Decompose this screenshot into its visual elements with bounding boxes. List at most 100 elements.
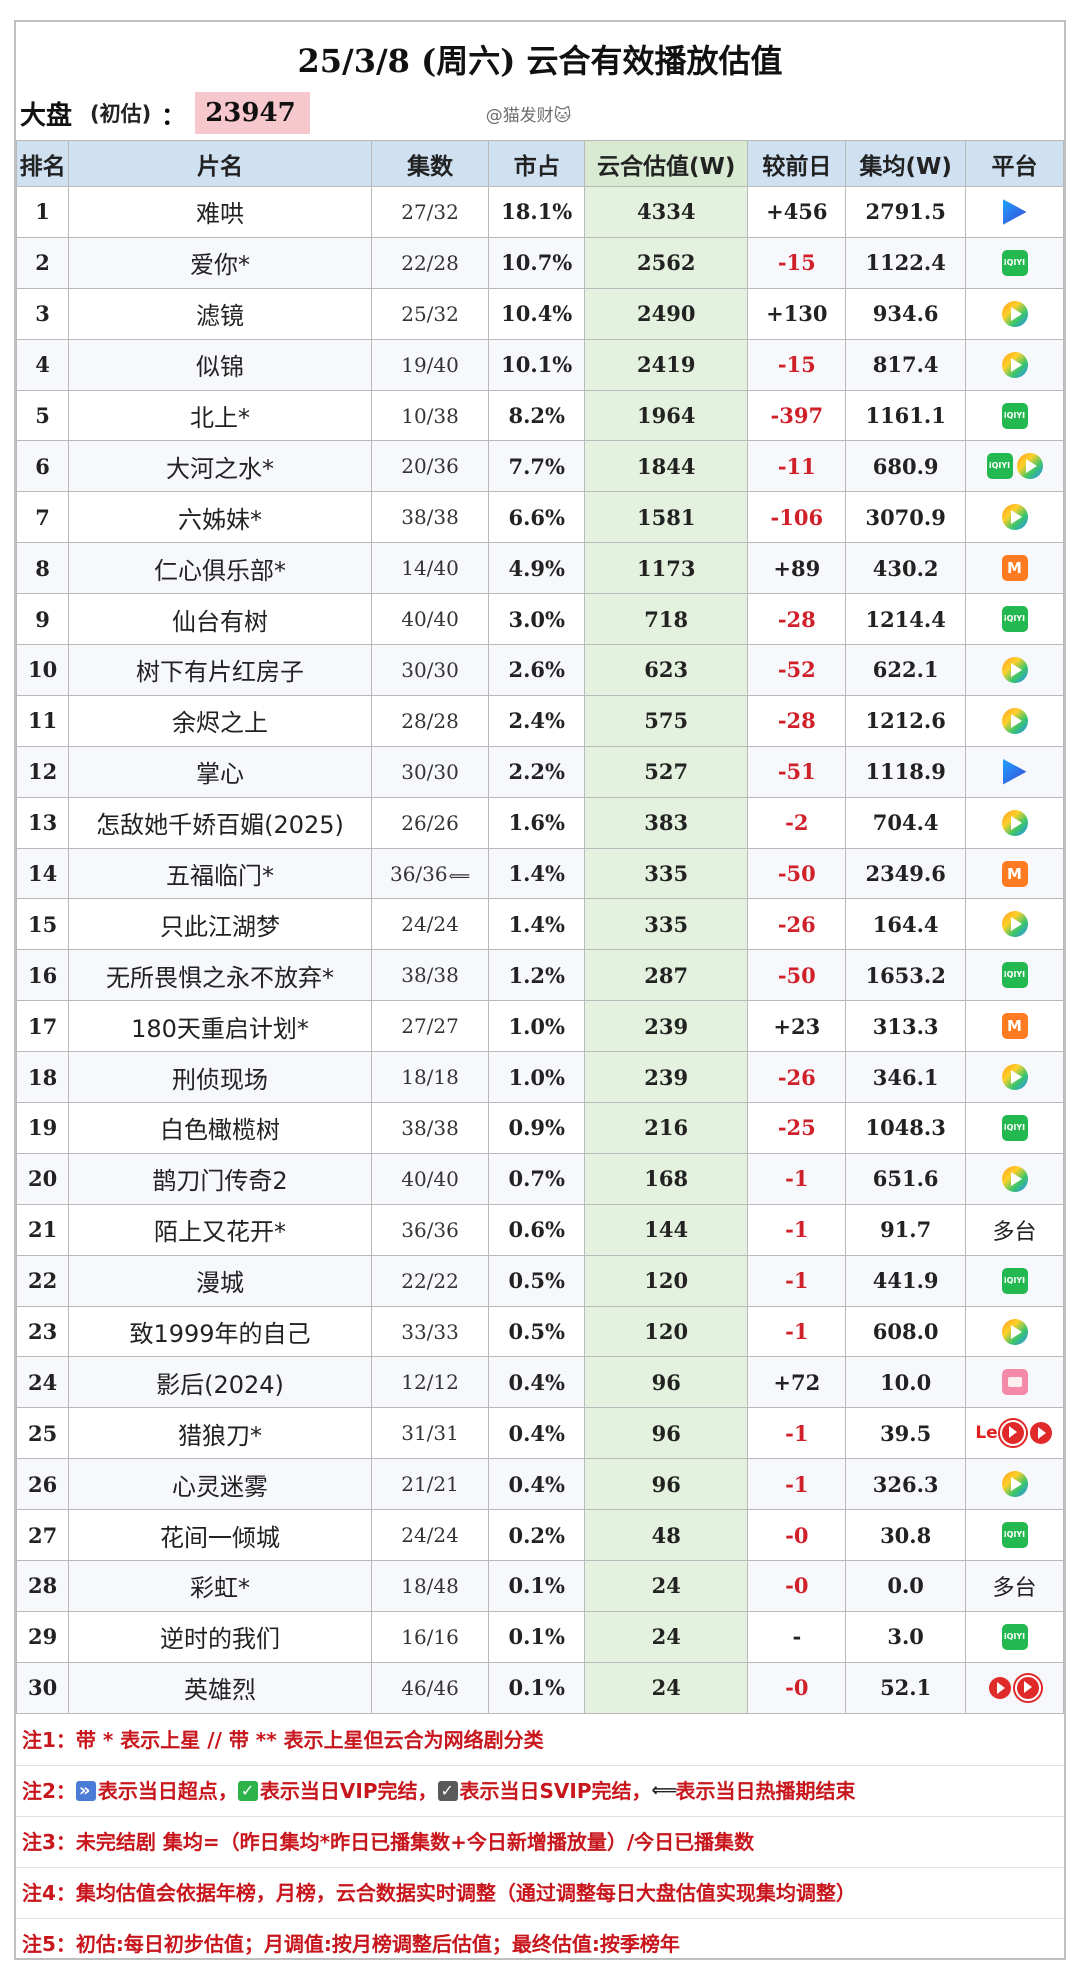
table-row: 13 怎敌她千娇百媚(2025) 26/26 1.6% 383 -2 704.4: [15, 796, 1064, 849]
share-cell-text: 1.0%: [508, 1064, 565, 1090]
share-cell: 2.6%: [488, 644, 586, 696]
share-cell: 6.6%: [488, 491, 586, 544]
table-row: 11 余烬之上 28/28 2.4% 575 -28 1212.6: [15, 694, 1064, 747]
rank-cell-text: 19: [28, 1115, 58, 1141]
change-cell: -0: [747, 1560, 847, 1612]
estimate-cell: 527: [584, 745, 749, 798]
change-cell-text: -1: [785, 1471, 809, 1497]
share-cell-text: 0.1%: [508, 1624, 565, 1650]
platform-cell: iQIYI: [965, 1102, 1064, 1154]
share-cell-text: 1.6%: [508, 810, 565, 836]
estimate-cell-text: 2419: [636, 352, 696, 378]
title-cell: 心灵迷雾: [68, 1458, 372, 1511]
title-cell-text: 五福临门*: [166, 862, 275, 891]
share-cell: 1.4%: [488, 847, 586, 900]
table-row: 2 爱你* 22/28 10.7% 2562 -15 1122.4 iQIYI: [15, 236, 1064, 289]
episodes-cell: 14/40: [370, 542, 490, 595]
avg-cell: 0.0: [845, 1560, 966, 1612]
fast-forward-icon: [75, 1766, 96, 1816]
col-change: 较前日: [747, 140, 847, 187]
note-2-d: 表示当日热播期结束: [675, 1779, 856, 1803]
table-body: 1 难哄 27/32 18.1% 4334 +456 2791.5 2 爱你* 22/28 10.7…: [15, 186, 1064, 1714]
share-cell-text: 3.0%: [508, 606, 565, 632]
avg-cell: 164.4: [845, 898, 966, 951]
title-cell: 难哄: [68, 186, 372, 238]
col-avg: 集均(W): [845, 140, 966, 187]
rank-cell: 15: [15, 898, 70, 951]
estimate-cell: 96: [584, 1356, 749, 1409]
title-cell: 仁心俱乐部*: [68, 542, 372, 595]
episodes-cell-text: 26/26: [401, 810, 459, 835]
avg-cell-text: 2791.5: [865, 199, 946, 225]
estimate-cell: 2419: [584, 338, 749, 391]
episodes-cell-text: 21/21: [401, 1472, 459, 1497]
share-cell-text: 1.2%: [508, 962, 565, 988]
title-cell-text: 鹊刀门传奇2: [152, 1167, 288, 1196]
episodes-cell: 27/32: [370, 186, 490, 238]
episodes-cell: 24/24: [370, 898, 490, 951]
rank-cell: 7: [15, 491, 70, 544]
rank-cell: 27: [15, 1509, 70, 1562]
title-cell-text: 六姊妹*: [178, 505, 263, 534]
tencent-video-icon: [1001, 300, 1028, 327]
avg-cell: 430.2: [845, 542, 966, 595]
tencent-video-icon: [1001, 707, 1028, 734]
estimate-cell-text: 2490: [636, 301, 696, 327]
share-cell-text: 0.1%: [508, 1573, 565, 1599]
rank-cell-text: 20: [28, 1166, 58, 1192]
platform-cell: [965, 745, 1064, 798]
estimate-cell-text: 335: [644, 911, 689, 937]
avg-cell-text: 30.8: [880, 1522, 932, 1548]
title-cell: 逆时的我们: [68, 1610, 372, 1663]
avg-cell: 622.1: [845, 644, 966, 696]
initial-estimate-label: (初估): [90, 102, 152, 126]
title-cell: 白色橄榄树: [68, 1102, 372, 1154]
avg-cell: 326.3: [845, 1458, 966, 1511]
change-cell: -26: [747, 1051, 847, 1104]
change-cell: +23: [747, 1000, 847, 1053]
avg-cell: 1212.6: [845, 694, 966, 747]
rank-cell-text: 7: [35, 504, 50, 530]
title-cell-text: 漫城: [196, 1269, 245, 1298]
table-row: 5 北上* 10/38 8.2% 1964 -397 1161.1 iQIYI: [15, 389, 1064, 442]
iqiyi-icon: iQIYI: [986, 453, 1013, 480]
episodes-cell-text: 20/36: [401, 454, 459, 479]
share-cell-text: 0.1%: [508, 1675, 565, 1701]
share-cell-text: 18.1%: [501, 199, 573, 225]
share-cell: 1.0%: [488, 1000, 586, 1053]
episodes-cell: 38/38: [370, 949, 490, 1002]
title-cell: 彩虹*: [68, 1560, 372, 1612]
change-cell-text: +89: [773, 555, 821, 581]
share-cell: 2.2%: [488, 745, 586, 798]
platform-cell: Le: [965, 1407, 1064, 1460]
rank-cell-text: 21: [28, 1217, 58, 1243]
share-cell-text: 8.2%: [508, 403, 565, 428]
episodes-cell-text: 25/32: [401, 301, 459, 326]
estimate-cell-text: 48: [651, 1522, 681, 1548]
avg-cell: 313.3: [845, 1000, 966, 1053]
estimate-cell-text: 718: [644, 606, 689, 632]
table-row: 23 致1999年的自己 33/33 0.5% 120 -1 608.0: [15, 1305, 1064, 1358]
episodes-cell-text: 31/31: [401, 1421, 459, 1446]
estimate-cell-text: 168: [644, 1166, 689, 1192]
rank-cell-text: 12: [28, 759, 58, 785]
rank-cell: 21: [15, 1203, 70, 1256]
episodes-cell: 46/46: [370, 1661, 490, 1714]
episodes-cell-text: 38/38: [401, 1115, 459, 1140]
estimate-cell-text: 4334: [636, 199, 696, 225]
avg-cell-text: 1048.3: [865, 1115, 946, 1141]
episodes-cell-text: 36/36: [389, 861, 448, 886]
change-cell: -52: [747, 644, 847, 696]
episodes-cell: 36/36: [370, 1203, 490, 1256]
table-row: 25 猎狼刀* 31/31 0.4% 96 -1 39.5 Le: [15, 1407, 1064, 1460]
platform-cell: iQIYI: [965, 1509, 1064, 1562]
share-cell-text: 0.4%: [508, 1420, 565, 1446]
iqiyi-icon: iQIYI: [1001, 1114, 1028, 1141]
change-cell-text: -26: [777, 911, 816, 937]
share-cell: 0.2%: [488, 1509, 586, 1562]
rank-cell: 29: [15, 1610, 70, 1663]
episodes-cell: 24/24: [370, 1509, 490, 1562]
rank-cell-text: 2: [35, 250, 50, 276]
title-cell: 英雄烈: [68, 1661, 372, 1714]
share-cell: 8.2%: [488, 389, 586, 442]
